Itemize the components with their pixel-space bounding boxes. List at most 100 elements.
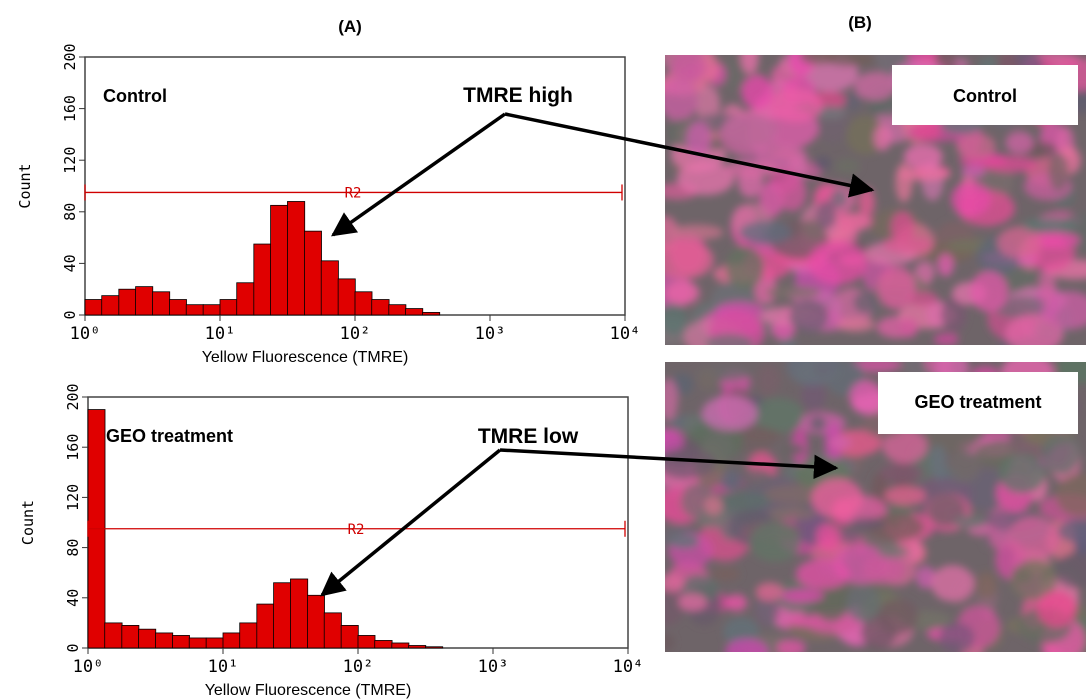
chart-title: GEO treatment bbox=[106, 426, 233, 446]
x-axis-label: Yellow Fluorescence (TMRE) bbox=[202, 349, 409, 366]
y-tick-label: 120 bbox=[61, 147, 79, 174]
cell bbox=[899, 317, 919, 338]
cell bbox=[782, 442, 805, 457]
cell bbox=[725, 246, 765, 290]
cell bbox=[668, 224, 724, 241]
chart: R2 0 40 80 120 160 200 10⁰ 10¹ 10² 10³ 10⁴ Yellow Fl… bbox=[16, 43, 640, 366]
cell bbox=[850, 362, 902, 373]
histogram-bar bbox=[84, 299, 103, 316]
cell bbox=[755, 582, 784, 602]
cell bbox=[982, 155, 1038, 173]
histogram-bar bbox=[236, 282, 255, 316]
plot-area bbox=[87, 396, 629, 649]
histogram-bar bbox=[323, 612, 342, 649]
cell bbox=[882, 236, 933, 254]
cell bbox=[890, 211, 915, 244]
cell bbox=[992, 295, 1050, 319]
panel-label: (B) bbox=[848, 13, 872, 32]
histogram-bar bbox=[155, 632, 174, 649]
cell bbox=[846, 584, 881, 623]
histogram-bar bbox=[273, 582, 292, 649]
cell bbox=[678, 593, 707, 611]
histogram-bar bbox=[256, 603, 275, 649]
cell bbox=[764, 484, 823, 504]
cell bbox=[930, 565, 975, 602]
cell bbox=[665, 585, 686, 626]
cell bbox=[726, 594, 748, 611]
cell bbox=[671, 55, 707, 82]
cell bbox=[858, 187, 875, 217]
cell bbox=[1010, 559, 1057, 601]
cells bbox=[665, 362, 1086, 652]
cell bbox=[853, 291, 877, 314]
gate-label: R2 bbox=[348, 522, 365, 538]
cell bbox=[829, 435, 852, 450]
histogram-bar bbox=[422, 312, 441, 316]
histogram-bar bbox=[320, 260, 339, 316]
arrows bbox=[320, 112, 875, 597]
histogram-bar bbox=[307, 594, 325, 649]
histogram-bar bbox=[152, 291, 171, 316]
cell bbox=[1041, 291, 1086, 330]
cell bbox=[976, 571, 997, 599]
histogram-bar bbox=[188, 637, 207, 649]
cell bbox=[1053, 552, 1086, 589]
cell bbox=[950, 181, 991, 217]
cell bbox=[938, 622, 975, 652]
cell bbox=[789, 299, 829, 334]
histogram-bar bbox=[357, 635, 376, 649]
x-tick-label: 10² bbox=[343, 657, 374, 677]
cells bbox=[665, 55, 1086, 345]
cell bbox=[969, 271, 1009, 312]
histogram-bar bbox=[354, 291, 373, 316]
cell bbox=[880, 462, 924, 484]
y-tick-label: 120 bbox=[64, 484, 82, 511]
cell bbox=[777, 173, 807, 212]
cell bbox=[741, 74, 773, 110]
cell bbox=[937, 253, 954, 277]
cell bbox=[824, 55, 875, 67]
cell bbox=[834, 158, 861, 174]
histogram-bar bbox=[290, 578, 309, 649]
cell bbox=[1057, 518, 1086, 544]
y-tick-label: 80 bbox=[64, 539, 82, 557]
cell bbox=[1037, 590, 1077, 628]
cell bbox=[1041, 433, 1081, 476]
histogram-bar bbox=[371, 299, 390, 316]
cell bbox=[686, 121, 711, 157]
histogram-bar bbox=[253, 243, 272, 316]
cell bbox=[897, 167, 951, 181]
x-tick-label: 10² bbox=[340, 324, 371, 344]
histogram-bar bbox=[185, 304, 204, 316]
cell bbox=[677, 161, 735, 196]
x-tick-label: 10¹ bbox=[208, 657, 239, 677]
cell bbox=[815, 522, 841, 551]
y-axis-label: Count bbox=[16, 163, 34, 208]
y-tick-label: 80 bbox=[61, 203, 79, 221]
cell bbox=[702, 395, 758, 431]
cell bbox=[961, 165, 986, 178]
cell bbox=[862, 553, 905, 585]
histogram-bar bbox=[405, 308, 424, 316]
y-tick-label: 0 bbox=[64, 643, 82, 652]
cell bbox=[716, 490, 772, 511]
micrograph-label: GEO treatment bbox=[914, 392, 1041, 412]
cell bbox=[665, 378, 678, 421]
histogram-bar bbox=[205, 637, 224, 649]
cell bbox=[704, 495, 723, 516]
histogram-bar bbox=[172, 635, 190, 649]
histogram-bar bbox=[101, 295, 120, 316]
annotation: TMRE high bbox=[463, 84, 573, 107]
cell bbox=[997, 226, 1042, 259]
cell bbox=[668, 534, 700, 549]
histogram-bar bbox=[388, 304, 407, 316]
cell bbox=[749, 521, 801, 563]
cell bbox=[776, 639, 806, 652]
cell bbox=[724, 159, 778, 179]
cell bbox=[882, 428, 928, 464]
cell bbox=[710, 567, 741, 581]
histogram-bar bbox=[408, 645, 427, 649]
cell bbox=[1048, 152, 1069, 191]
histogram-bar bbox=[239, 622, 258, 649]
